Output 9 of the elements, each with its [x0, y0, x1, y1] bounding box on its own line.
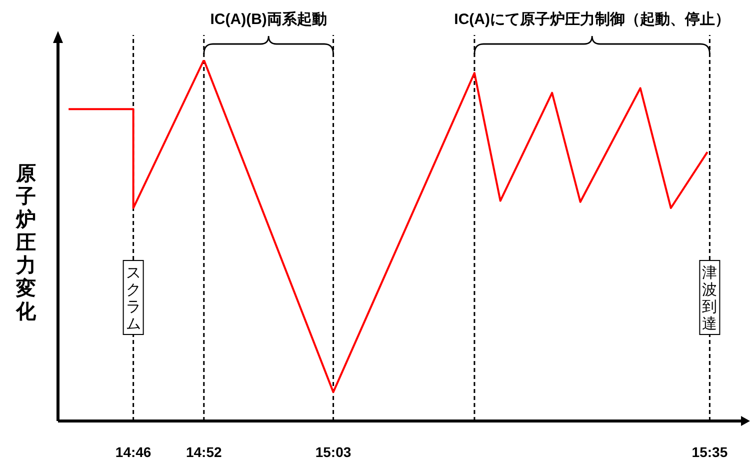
text: IC(A)にて原子炉圧力制御（起動、停止） — [454, 10, 730, 28]
ref-line-label: 津波到達 — [702, 264, 718, 332]
y-axis-title: 原子炉圧力変化 — [15, 163, 37, 323]
x-tick-label: 14:52 — [186, 444, 222, 459]
x-tick-label: 15:35 — [692, 444, 728, 459]
text: IC(A)(B)両系起動 — [210, 11, 327, 28]
ref-line-label: スクラム — [126, 264, 141, 332]
x-tick-label: 15:03 — [315, 444, 352, 459]
x-tick-label: 14:46 — [115, 444, 152, 459]
